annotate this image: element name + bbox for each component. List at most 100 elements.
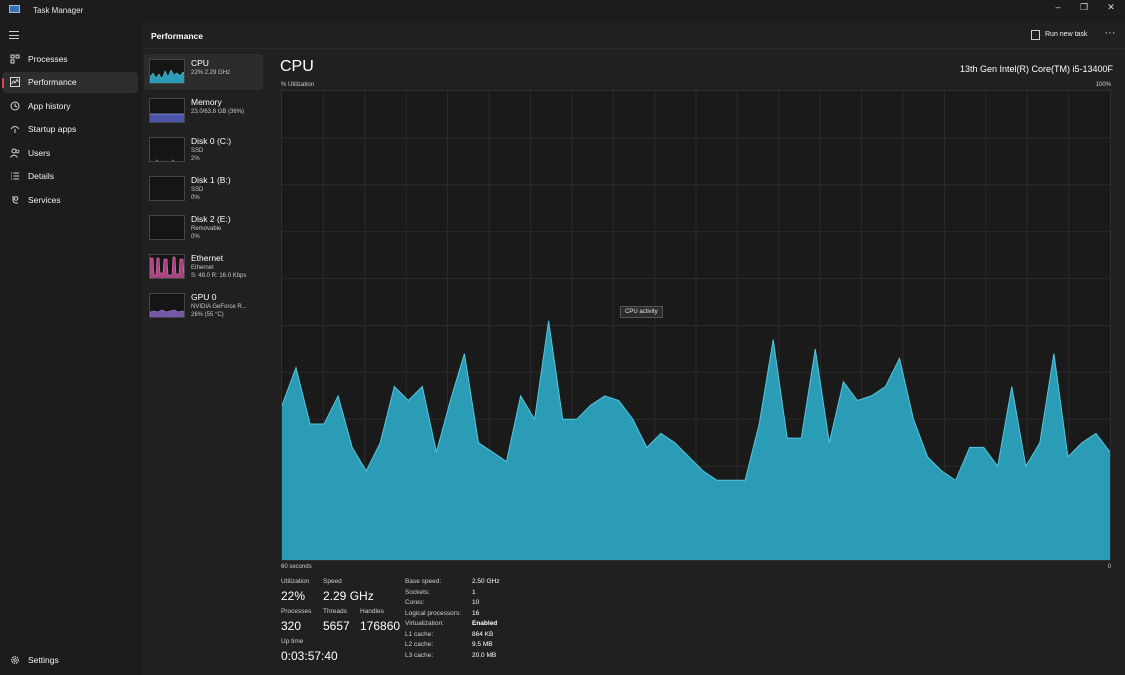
maximize-button[interactable]: ❐ <box>1079 2 1089 12</box>
cpu-model: 13th Gen Intel(R) Core(TM) i5-13400F <box>959 64 1113 74</box>
spec-value: Enabled <box>472 620 498 627</box>
nav-label-users: Users <box>28 148 51 158</box>
gear-icon <box>10 655 20 665</box>
performance-icon <box>10 77 20 87</box>
spec-label: Base speed: <box>405 578 442 585</box>
spec-value: 2.50 GHz <box>472 578 500 585</box>
handles-label: Handles <box>360 608 384 615</box>
threads-label: Threads <box>323 608 347 615</box>
memory-thumbnail <box>149 98 185 123</box>
device-detail: Removable <box>191 226 222 232</box>
services-icon <box>10 195 20 205</box>
device-detail: 22% 2.29 GHz <box>191 70 231 76</box>
device-cpu[interactable]: CPU 22% 2.29 GHz <box>144 54 263 90</box>
cpu-graph-svg <box>281 91 1111 560</box>
nav-label-settings: Settings <box>28 655 59 665</box>
cpu-activity-tooltip: CPU activity <box>620 306 663 318</box>
utilization-axis-label: % Utilization <box>281 82 315 88</box>
spec-value: 16 <box>472 610 480 617</box>
nav-item-processes[interactable]: Processes <box>2 49 138 70</box>
speed-value: 2.29 GHz <box>323 589 374 603</box>
cpu-utilization-graph <box>281 90 1111 561</box>
run-new-task-label: Run new task <box>1045 31 1088 38</box>
sidebar: Processes Performance App history Startu… <box>0 22 140 675</box>
close-button[interactable]: ✕ <box>1107 2 1115 12</box>
cpu-thumbnail <box>149 59 185 84</box>
app-history-icon <box>10 101 20 111</box>
device-name: Disk 0 (C:) <box>191 136 232 146</box>
more-options-button[interactable]: ··· <box>1104 27 1116 39</box>
nav-label-startup-apps: Startup apps <box>28 124 77 134</box>
uptime-label: Up time <box>281 638 304 645</box>
users-icon <box>10 148 20 158</box>
nav-label-app-history: App history <box>28 101 71 111</box>
device-detail: S: 48.0 R: 16.0 Kbps <box>191 273 247 279</box>
utilization-max-label: 100% <box>1095 82 1111 88</box>
spec-value: 864 KB <box>472 631 494 638</box>
device-detail: 0% <box>191 195 200 201</box>
hamburger-menu-icon[interactable] <box>9 31 19 39</box>
device-disk-0[interactable]: Disk 0 (C:) SSD 2% <box>144 132 263 168</box>
nav-label-details: Details <box>28 171 54 181</box>
nav-label-services: Services <box>28 195 61 205</box>
spec-value: 20.0 MB <box>472 652 497 659</box>
x-axis-end-label: 0 <box>1107 564 1111 570</box>
run-task-icon <box>1031 30 1040 40</box>
device-detail: SSD <box>191 148 204 154</box>
device-name: Disk 1 (B:) <box>191 175 231 185</box>
disk-2-thumbnail <box>149 215 185 240</box>
utilization-label: Utilization <box>281 578 310 585</box>
nav-item-details[interactable]: Details <box>2 166 138 187</box>
ethernet-thumbnail <box>149 254 185 279</box>
device-ethernet[interactable]: Ethernet Ethernet S: 48.0 R: 16.0 Kbps <box>144 249 263 285</box>
device-name: CPU <box>191 58 209 68</box>
page-header: Performance Run new task ··· <box>142 22 1125 49</box>
minimize-button[interactable]: – <box>1055 2 1061 12</box>
disk-1-thumbnail <box>149 176 185 201</box>
run-new-task-button[interactable]: Run new task <box>1029 28 1095 44</box>
device-name: Ethernet <box>191 253 224 263</box>
x-axis-start-label: 60 seconds <box>281 564 312 570</box>
speed-label: Speed <box>323 578 342 585</box>
nav-label-performance: Performance <box>28 77 77 87</box>
nav-item-users[interactable]: Users <box>2 143 138 164</box>
threads-value: 5657 <box>323 619 350 633</box>
spec-label: Sockets: <box>405 589 430 596</box>
device-name: GPU 0 <box>191 292 217 302</box>
nav-item-startup-apps[interactable]: Startup apps <box>2 119 138 140</box>
task-manager-icon <box>9 5 20 13</box>
device-memory[interactable]: Memory 23.0/63.8 GB (36%) <box>144 93 263 129</box>
cpu-utilization-area <box>282 320 1110 560</box>
details-icon <box>10 171 20 181</box>
spec-value: 9.5 MB <box>472 641 493 648</box>
device-gpu-0[interactable]: GPU 0 NVIDIA GeForce R... 26% (55 °C) <box>144 288 263 324</box>
spec-label: L2 cache: <box>405 641 434 648</box>
nav-item-services[interactable]: Services <box>2 190 138 211</box>
utilization-value: 22% <box>281 589 306 603</box>
device-list: CPU 22% 2.29 GHz Memory 23.0/63.8 GB (36… <box>142 49 267 675</box>
device-disk-2[interactable]: Disk 2 (E:) Removable 0% <box>144 210 263 246</box>
handles-value: 176860 <box>360 619 401 633</box>
cpu-panel: CPU 13th Gen Intel(R) Core(TM) i5-13400F… <box>267 49 1125 675</box>
processes-icon <box>10 54 20 64</box>
spec-value: 1 <box>472 589 476 596</box>
device-detail: 23.0/63.8 GB (36%) <box>191 109 245 115</box>
spec-label: Cores: <box>405 599 425 606</box>
device-disk-1[interactable]: Disk 1 (B:) SSD 0% <box>144 171 263 207</box>
title-bar: Task Manager – ❐ ✕ <box>0 0 1125 22</box>
gpu-0-thumbnail <box>149 293 185 318</box>
processes-value: 320 <box>281 619 302 633</box>
nav-item-settings[interactable]: Settings <box>2 650 138 671</box>
device-detail: 0% <box>191 234 200 240</box>
nav-label-processes: Processes <box>28 54 68 64</box>
device-detail: SSD <box>191 187 204 193</box>
cpu-title: CPU <box>280 58 314 75</box>
uptime-value: 0:03:57:40 <box>281 649 338 663</box>
spec-label: L1 cache: <box>405 631 434 638</box>
page-title: Performance <box>151 31 203 41</box>
device-detail: NVIDIA GeForce R... <box>191 304 247 310</box>
nav-item-performance[interactable]: Performance <box>2 72 138 93</box>
window-title: Task Manager <box>33 6 84 15</box>
startup-apps-icon <box>10 124 20 134</box>
nav-item-app-history[interactable]: App history <box>2 96 138 117</box>
